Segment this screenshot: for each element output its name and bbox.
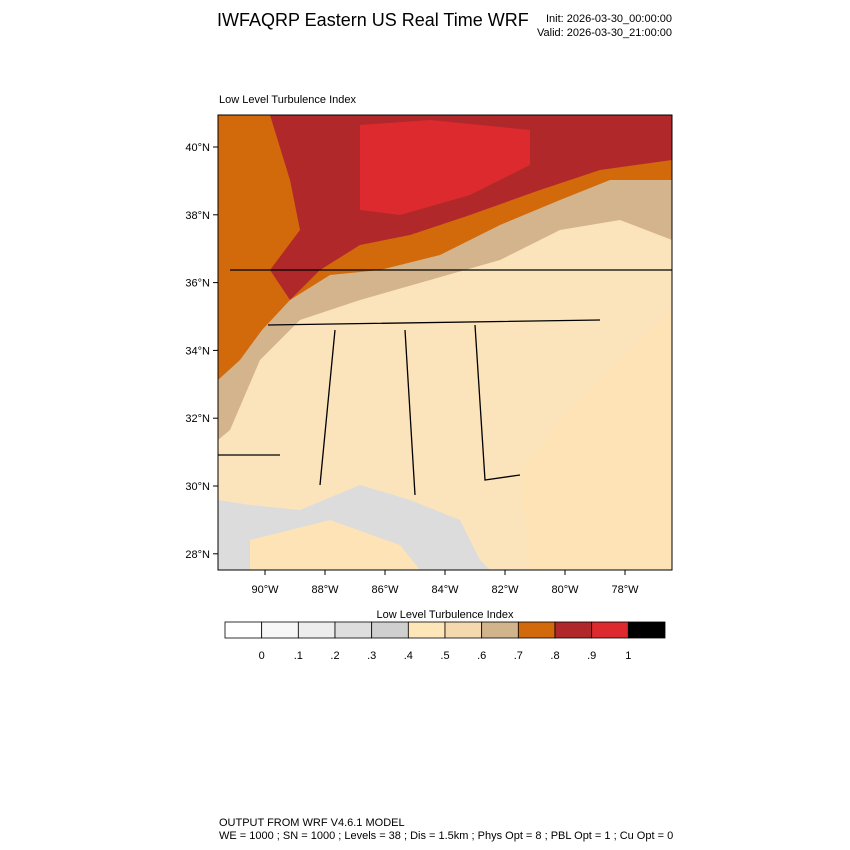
colorbar-box [371,621,409,639]
lat-label: 30°N [185,481,210,493]
lat-label: 36°N [185,278,210,290]
lon-label: 90°W [251,584,279,596]
gulf-zone [250,520,420,570]
title: IWFAQRP Eastern US Real Time WRF [217,10,529,30]
colorbar-label: .2 [330,650,339,662]
footer-line: OUTPUT FROM WRF V4.6.1 MODEL [219,817,405,829]
colorbar-label: .1 [294,650,303,662]
colorbar-label: .6 [477,650,486,662]
valid-time: Valid: 2026-03-30_21:00:00 [537,27,672,39]
colorbar-box [554,621,593,639]
colorbar-title: Low Level Turbulence Index [377,609,514,621]
state-borders [218,269,672,496]
colorbar-box [224,621,263,639]
colorbar-label: .9 [587,650,596,662]
lon-label: 84°W [431,584,459,596]
map [217,114,673,571]
zone-highest [360,120,530,215]
lon-label: 86°W [371,584,399,596]
colorbar-box [297,621,336,639]
colorbar-box [261,621,299,639]
colorbar-box [627,621,666,639]
init-time: Init: 2026-03-30_00:00:00 [546,13,672,25]
atlantic [520,310,672,570]
colorbar-box [444,621,483,639]
lat-label: 32°N [185,413,210,425]
colorbar-box [517,621,556,639]
colorbar-label: .4 [404,650,413,662]
colorbar-box [334,621,373,639]
lon-label: 80°W [551,584,579,596]
colorbar-box [481,621,519,639]
lat-label: 40°N [185,142,210,154]
colorbar-box [407,621,446,639]
colorbar-label: .7 [514,650,523,662]
lon-label: 82°W [491,584,519,596]
colorbar-box [591,621,629,639]
colorbar-label: .8 [550,650,559,662]
lat-label: 28°N [185,549,210,561]
lat-label: 34°N [185,345,210,357]
lon-label: 78°W [611,584,639,596]
lon-label: 88°W [311,584,339,596]
footer-line: WE = 1000 ; SN = 1000 ; Levels = 38 ; Di… [219,830,673,842]
colorbar: 0 .1 .2 .3 .4 .5 .6 .7 .8 .9 1 [224,621,666,662]
colorbar-label: 1 [625,650,631,662]
map-title: Low Level Turbulence Index [219,94,356,106]
colorbar-label: .3 [367,650,376,662]
colorbar-label: .5 [440,650,449,662]
lat-label: 38°N [185,210,210,222]
colorbar-label: 0 [259,650,265,662]
